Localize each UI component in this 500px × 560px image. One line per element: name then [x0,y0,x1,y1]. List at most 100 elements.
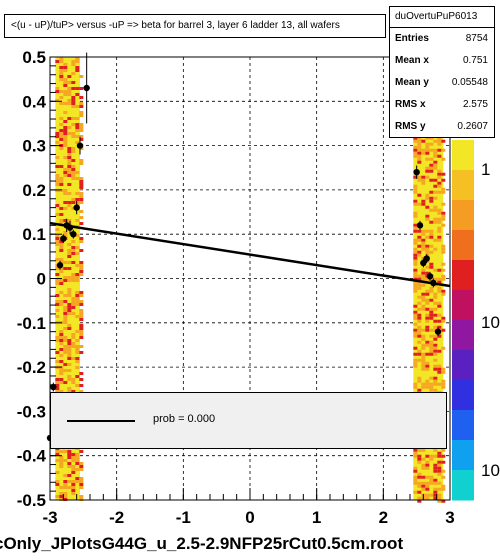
density-cell [55,267,60,270]
density-cell [59,354,64,357]
density-cell [413,283,418,287]
density-cell [433,247,438,251]
density-cell [437,235,442,239]
density-cell [79,384,84,387]
density-cell [75,69,80,72]
density-cell [59,78,64,81]
density-cell [413,247,418,251]
density-cell [63,132,68,135]
density-cell [437,301,442,305]
density-cell [425,217,430,221]
density-cell [71,303,76,306]
density-cell [417,313,422,317]
density-cell [437,280,442,284]
density-cell [425,169,430,173]
y-tick-label: -0.5 [17,491,46,510]
density-cell [55,273,60,276]
density-cell [437,469,442,473]
density-cell [67,102,72,105]
density-cell [417,235,422,239]
density-cell [421,298,426,302]
axes: -3 -2 -1 0 1 2 3 0.5 0.4 0.3 0.2 0.1 0 -0.1 -0.2 -0.3 -0… [17,48,455,527]
density-cell [413,184,418,188]
density-cell [71,456,76,459]
density-cell [417,301,422,305]
density-cell [59,486,64,489]
density-cell [437,268,442,272]
density-cell [421,274,426,278]
density-cell [75,141,80,144]
density-cell [63,300,68,303]
density-cell [441,223,446,227]
density-cell [421,361,426,365]
density-cell [75,219,80,222]
density-cell [55,237,60,240]
density-cell [437,496,442,500]
density-cell [59,465,64,468]
density-cell [437,154,442,158]
density-cell [425,385,430,389]
density-cell [413,490,418,494]
density-cell [63,495,68,498]
density-cell [413,331,418,335]
density-cell [413,328,418,332]
density-cell [55,390,60,393]
density-cell [59,207,64,210]
density-cell [437,493,442,497]
density-cell [67,339,72,342]
density-cell [441,178,446,182]
density-cell [55,189,60,192]
density-cell [417,316,422,320]
density-cell [425,454,430,458]
density-cell [433,139,438,143]
density-cell [55,384,60,387]
density-cell [425,142,430,146]
density-cell [429,136,434,140]
density-cell [433,346,438,350]
density-cell [441,202,446,206]
density-cell [59,213,64,216]
density-cell [437,220,442,224]
density-cell [425,316,430,320]
density-cell [429,289,434,293]
stats-row-rms-x: RMS x 2.575 [390,94,494,116]
density-cell [433,352,438,356]
density-cell [425,361,430,365]
density-cell [59,267,64,270]
density-cell [413,268,418,272]
density-cell [417,145,422,149]
density-cell [441,469,446,473]
data-points [46,52,442,443]
palette-segment [452,320,474,351]
density-cell [425,313,430,317]
density-cell [425,325,430,329]
density-cell [63,369,68,372]
density-cell [433,382,438,386]
density-cell [429,493,434,497]
density-cell [429,382,434,386]
density-cell [421,256,426,260]
density-cell [67,126,72,129]
density-cell [441,139,446,143]
density-cell [413,229,418,233]
density-cell [441,454,446,458]
density-cell [63,63,68,66]
density-cell [429,190,434,194]
density-cell [421,328,426,332]
density-cell [417,250,422,254]
density-cell [75,273,80,276]
density-cell [433,463,438,467]
density-cell [413,214,418,218]
density-cell [75,177,80,180]
y-tick-label: 0.2 [22,181,46,200]
density-cell [441,214,446,218]
density-cell [417,274,422,278]
palette-segment [452,170,474,201]
density-cell [59,246,64,249]
density-cell [79,270,84,273]
density-cell [71,102,76,105]
density-cell [59,495,64,498]
density-cell [425,343,430,347]
density-cell [55,174,60,177]
density-cell [79,324,84,327]
